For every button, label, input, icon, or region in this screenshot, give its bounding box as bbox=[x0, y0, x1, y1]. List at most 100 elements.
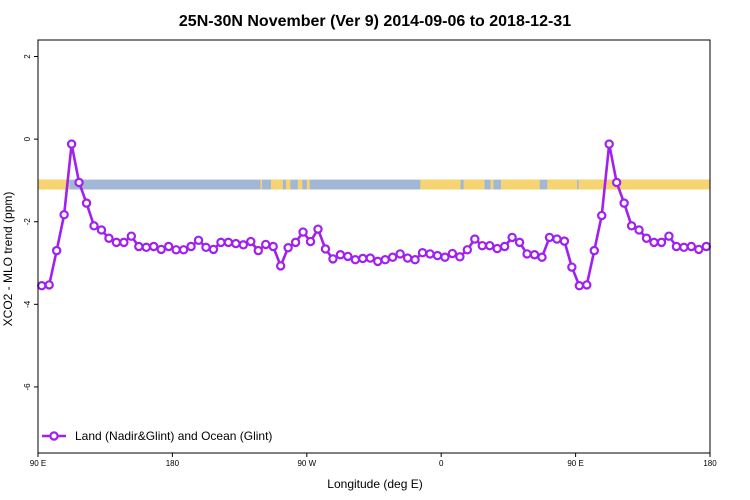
data-point-83 bbox=[656, 237, 667, 248]
ocean-band bbox=[38, 179, 710, 190]
y-axis-label: XCO2 - MLO trend (ppm) bbox=[1, 192, 15, 327]
y-axis: 2 0 -2 -4 -6 bbox=[23, 54, 38, 391]
data-point-22 bbox=[201, 242, 211, 253]
data-point-52 bbox=[425, 249, 435, 259]
data-point-88 bbox=[694, 244, 704, 255]
data-point-6 bbox=[81, 198, 92, 208]
data-point-53 bbox=[432, 250, 443, 261]
x-tick-label-3: 0 bbox=[439, 459, 444, 468]
data-point-62 bbox=[499, 241, 510, 252]
data-point-21 bbox=[193, 235, 204, 246]
plot-frame bbox=[37, 39, 711, 454]
data-point-87 bbox=[686, 241, 697, 252]
data-point-10 bbox=[111, 237, 122, 248]
legend-swatch-marker bbox=[49, 431, 59, 441]
data-point-18 bbox=[171, 245, 181, 255]
y-tick-label-4: -6 bbox=[23, 383, 32, 391]
land-segment-10 bbox=[547, 179, 578, 190]
data-point-54 bbox=[440, 252, 450, 262]
data-point-15 bbox=[149, 241, 159, 252]
data-point-32 bbox=[275, 261, 286, 271]
legend-entry-label: Land (Nadir&Glint) and Ocean (Glint) bbox=[75, 429, 272, 443]
data-point-29 bbox=[253, 245, 263, 256]
data-point-81 bbox=[641, 233, 652, 243]
data-point-63 bbox=[507, 232, 517, 243]
data-point-38 bbox=[320, 244, 331, 254]
data-point-30 bbox=[261, 239, 271, 250]
data-point-33 bbox=[283, 243, 293, 253]
data-point-8 bbox=[96, 225, 107, 235]
data-point-76 bbox=[604, 139, 614, 149]
data-point-70 bbox=[559, 236, 570, 246]
data-point-79 bbox=[626, 221, 637, 231]
data-point-57 bbox=[462, 245, 473, 255]
data-point-11 bbox=[119, 237, 129, 248]
land-segment-7 bbox=[463, 179, 485, 190]
x-tick-label-1: 180 bbox=[166, 459, 180, 468]
data-point-64 bbox=[514, 237, 525, 248]
land-segment-1 bbox=[260, 179, 262, 190]
data-point-37 bbox=[313, 224, 323, 234]
data-point-47 bbox=[387, 252, 398, 262]
data-point-2 bbox=[51, 245, 62, 256]
data-point-36 bbox=[305, 236, 316, 247]
data-point-17 bbox=[163, 241, 174, 252]
data-point-46 bbox=[380, 255, 390, 265]
data-point-77 bbox=[611, 177, 622, 188]
data-point-60 bbox=[485, 240, 495, 251]
data-point-67 bbox=[537, 252, 547, 262]
y-tick-label-2: -2 bbox=[23, 218, 32, 226]
data-point-48 bbox=[395, 249, 405, 259]
x-axis: 90 E 180 90 W 0 90 E 180 bbox=[30, 453, 717, 468]
data-point-26 bbox=[231, 238, 241, 249]
data-point-61 bbox=[492, 243, 502, 254]
x-tick-label-5: 180 bbox=[703, 459, 717, 468]
land-segment-11 bbox=[578, 179, 710, 190]
data-point-75 bbox=[597, 210, 607, 221]
data-point-56 bbox=[455, 252, 465, 262]
data-point-65 bbox=[522, 249, 532, 259]
legend: Land (Nadir&Glint) and Ocean (Glint) bbox=[42, 429, 272, 443]
data-point-5 bbox=[74, 177, 84, 188]
data-point-40 bbox=[335, 250, 346, 260]
data-point-66 bbox=[529, 250, 540, 260]
data-point-3 bbox=[59, 209, 69, 220]
land-segment-8 bbox=[490, 179, 494, 190]
x-axis-label: Longitude (deg E) bbox=[327, 477, 422, 491]
chart-title: 25N-30N November (Ver 9) 2014-09-06 to 2… bbox=[179, 13, 571, 30]
data-point-13 bbox=[134, 241, 144, 252]
land-ocean-band bbox=[38, 179, 710, 190]
x-tick-label-2: 90 W bbox=[297, 459, 316, 468]
land-segment-5 bbox=[306, 179, 310, 190]
data-point-82 bbox=[649, 237, 659, 248]
data-point-43 bbox=[358, 253, 368, 264]
data-point-4 bbox=[66, 139, 77, 149]
data-point-49 bbox=[402, 253, 413, 263]
data-point-78 bbox=[619, 198, 629, 208]
series-line-layer bbox=[41, 142, 707, 288]
land-segment-6 bbox=[420, 179, 461, 190]
y-tick-label-3: -4 bbox=[23, 300, 32, 308]
data-point-7 bbox=[89, 221, 99, 231]
data-point-16 bbox=[156, 244, 166, 255]
data-point-86 bbox=[679, 242, 689, 253]
data-point-24 bbox=[216, 237, 226, 248]
land-segment-9 bbox=[500, 179, 540, 190]
land-segment-4 bbox=[297, 179, 303, 190]
land-segment-0 bbox=[38, 179, 70, 190]
data-point-80 bbox=[634, 225, 644, 235]
data-point-1 bbox=[44, 280, 54, 290]
data-point-59 bbox=[477, 240, 487, 251]
data-point-20 bbox=[186, 241, 196, 252]
data-point-50 bbox=[410, 255, 420, 265]
y-tick-label-0: 2 bbox=[23, 54, 32, 59]
data-point-23 bbox=[208, 244, 219, 255]
data-point-44 bbox=[365, 253, 375, 263]
data-point-45 bbox=[373, 256, 383, 267]
data-point-39 bbox=[328, 254, 338, 264]
data-point-12 bbox=[126, 231, 137, 241]
x-tick-label-0: 90 E bbox=[30, 459, 46, 468]
data-point-84 bbox=[664, 231, 674, 241]
land-segment-3 bbox=[285, 179, 291, 190]
